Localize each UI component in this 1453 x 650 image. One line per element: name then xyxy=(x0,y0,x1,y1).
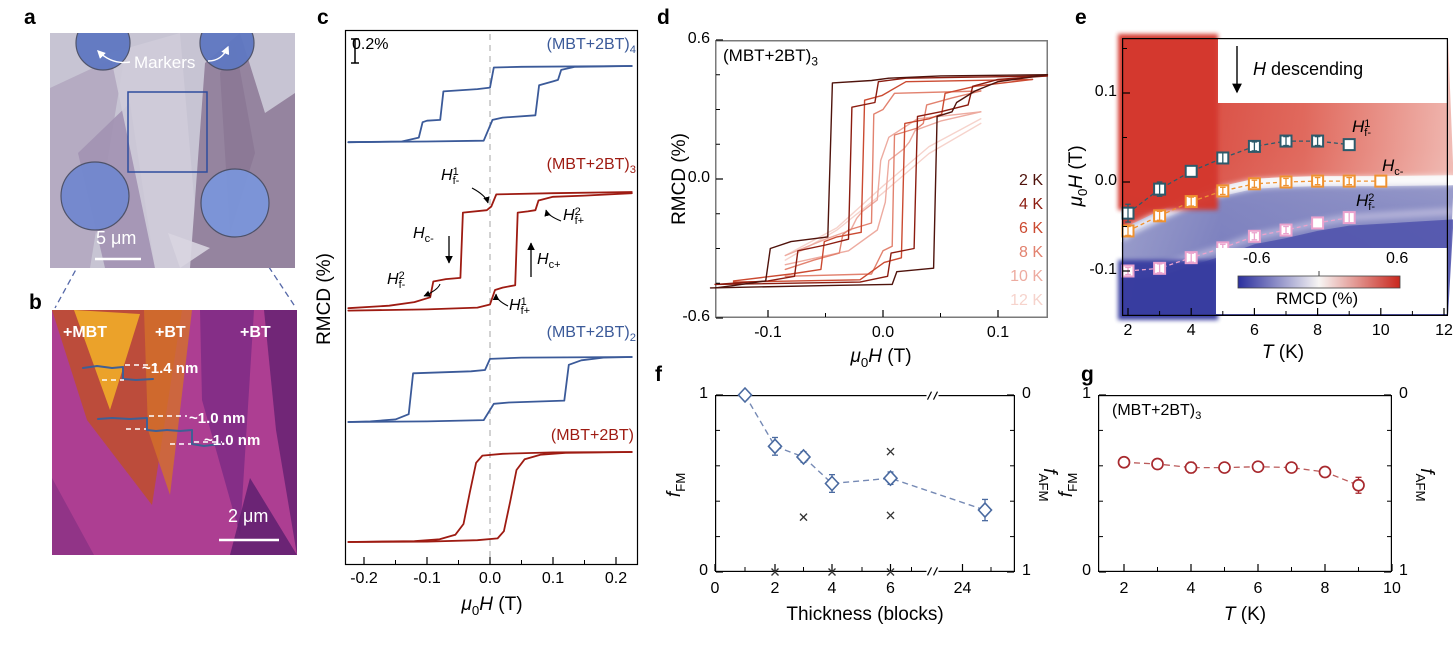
panel-b-scalebar-label: 2 μm xyxy=(228,506,269,526)
annotation-H-f-2: H2 f- xyxy=(387,270,406,291)
panel-letter-g: g xyxy=(1081,363,1094,386)
panel-g-temperature-plot xyxy=(1098,394,1393,573)
panel-g-plot xyxy=(1098,394,1393,573)
afm-image-art xyxy=(52,310,297,555)
panel-e-plot xyxy=(1118,34,1453,320)
annotation-H-c-: H c- xyxy=(413,225,434,245)
panel-letter-b: b xyxy=(29,291,42,314)
loop-label-4: (MBT+2BT)4 xyxy=(546,36,636,57)
panel-letter-e: e xyxy=(1075,6,1087,29)
panel-letter-d: d xyxy=(657,6,670,29)
panel-letter-f: f xyxy=(655,363,662,386)
panel-f-plot xyxy=(714,386,1015,576)
panel-f-thickness-plot xyxy=(714,386,1015,576)
annotation-H-f+2: H2 f+ xyxy=(563,206,585,227)
annotation-H-f+1: H1 f+ xyxy=(509,296,531,317)
step-height-2: ~1.0 nm xyxy=(189,410,246,427)
annotation-H-f-1: H1 f- xyxy=(441,166,460,187)
region-label-bt2: +BT xyxy=(240,324,271,341)
region-label-bt1: +BT xyxy=(155,324,186,341)
loop-label-3: (MBT+2BT)3 xyxy=(546,156,636,177)
step-height-3: ~1.0 nm xyxy=(204,432,261,449)
optical-image-art xyxy=(50,33,295,268)
region-label-mbt: +MBT xyxy=(63,324,107,341)
loop-label-2: (MBT+2BT)2 xyxy=(546,324,636,345)
annotation-H-c+: H c+ xyxy=(537,251,561,271)
markers-label: Markers xyxy=(134,53,196,72)
panel-d-plot xyxy=(709,39,1049,319)
panel-a-scalebar-label: 5 μm xyxy=(96,228,137,248)
panel-letter-a: a xyxy=(24,6,36,29)
panel-letter-c: c xyxy=(317,6,329,29)
panel-a-optical-image: Markers 5 μm xyxy=(50,33,295,268)
panel-c-hysteresis-stack: (MBT+2BT)4 (MBT+2BT)3 (MBT+2BT)2 (MBT+2BT) H… xyxy=(344,29,639,566)
panel-e-phase-diagram xyxy=(1118,34,1453,320)
panel-b-afm-image: +MBT +BT +BT ~1.4 nm ~1.0 nm ~1.0 nm 2 μ… xyxy=(52,310,297,555)
step-height-1: ~1.4 nm xyxy=(142,360,199,377)
panel-c-plot xyxy=(344,29,639,566)
loop-label-1: (MBT+2BT) xyxy=(550,427,634,444)
panel-d-temperature-loops xyxy=(709,39,1049,319)
